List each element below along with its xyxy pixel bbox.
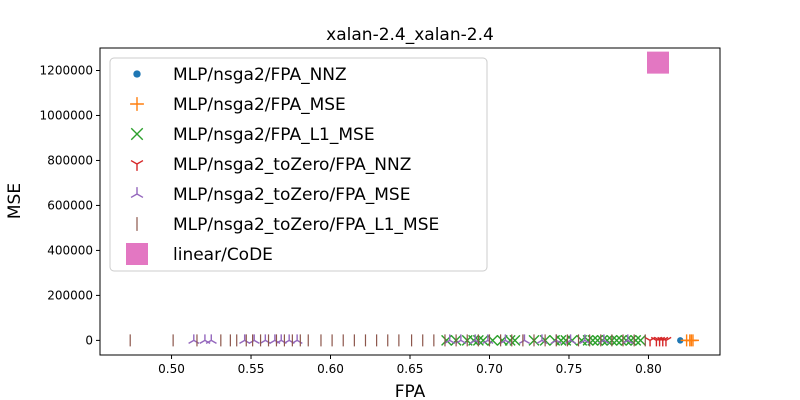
data-point	[635, 334, 647, 346]
legend-label: MLP/nsga2_toZero/FPA_L1_MSE	[173, 215, 439, 235]
y-axis-ticks: 0 200000 400000 600000 800000 1000000 1200000	[40, 63, 100, 347]
data-point	[657, 336, 669, 347]
y-tick-label: 0	[85, 333, 93, 347]
legend-marker	[130, 187, 144, 199]
x-tick-label: 0.75	[556, 362, 583, 376]
legend-label: MLP/nsga2_toZero/FPA_MSE	[173, 185, 410, 205]
x-axis-ticks: 0.50 0.55 0.60 0.65 0.70 0.75 0.80	[158, 355, 662, 376]
y-tick-label: 600000	[47, 198, 93, 212]
legend-marker	[126, 243, 148, 265]
y-tick-label: 800000	[47, 153, 93, 167]
data-point	[518, 334, 531, 344]
x-tick-label: 0.70	[476, 362, 503, 376]
data-point	[677, 337, 684, 344]
data-point	[611, 334, 623, 346]
y-axis-label: MSE	[5, 183, 25, 219]
y-tick-label: 400000	[47, 243, 93, 257]
series-vline	[129, 334, 646, 347]
data-point	[504, 334, 516, 346]
legend-marker	[130, 127, 144, 141]
chart-title: xalan-2.4_xalan-2.4	[326, 25, 494, 45]
legend-marker	[130, 159, 144, 171]
legend: MLP/nsga2/FPA_NNZ MLP/nsga2/FPA_MSE MLP/ns…	[109, 57, 488, 272]
legend-box	[109, 57, 488, 272]
series-plus	[680, 334, 699, 347]
legend-marker	[130, 97, 144, 111]
data-point	[686, 334, 699, 347]
data-point	[248, 334, 260, 344]
data-point	[660, 336, 672, 347]
data-point	[482, 334, 494, 344]
legend-label: MLP/nsga2_toZero/FPA_NNZ	[173, 155, 411, 175]
y-tick-label: 1000000	[40, 108, 93, 122]
x-axis-label: FPA	[395, 382, 426, 400]
series-tri-down	[644, 336, 672, 347]
y-tick-label: 200000	[47, 288, 93, 302]
x-tick-label: 0.80	[635, 362, 662, 376]
series-dot	[677, 337, 684, 344]
data-point	[555, 334, 567, 346]
x-tick-label: 0.50	[158, 362, 185, 376]
legend-label: MLP/nsga2/FPA_NNZ	[173, 65, 347, 85]
x-tick-label: 0.60	[317, 362, 344, 376]
legend-label: linear/CoDE	[173, 245, 273, 265]
y-tick-label: 1200000	[40, 63, 93, 77]
x-tick-label: 0.55	[238, 362, 265, 376]
data-point	[205, 334, 217, 344]
legend-marker	[133, 70, 141, 78]
plot-frame	[99, 47, 721, 356]
legend-label: MLP/nsga2/FPA_MSE	[173, 95, 346, 115]
data-point	[647, 51, 669, 74]
x-tick-label: 0.65	[397, 362, 424, 376]
data-point	[615, 334, 627, 346]
data-markers	[129, 51, 699, 347]
legend-label: MLP/nsga2/FPA_L1_MSE	[173, 125, 375, 145]
series-square	[647, 51, 669, 74]
